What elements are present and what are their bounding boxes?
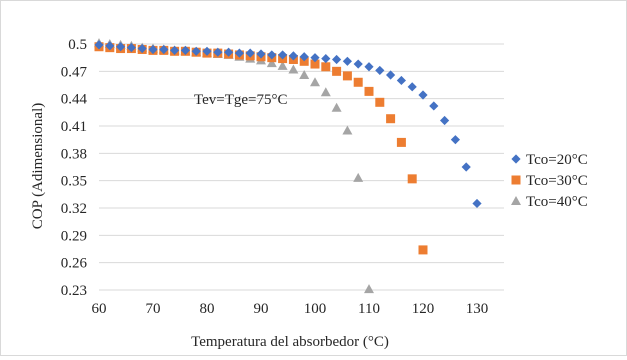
data-point: [364, 62, 374, 72]
data-point: [202, 46, 212, 56]
data-point: [332, 66, 342, 76]
data-point: [159, 44, 169, 55]
legend-marker: [511, 196, 521, 205]
data-point: [407, 82, 417, 92]
x-tick-label: 70: [146, 301, 161, 317]
data-point: [245, 48, 255, 58]
data-point: [450, 135, 460, 145]
x-tick-label: 80: [200, 301, 215, 317]
data-point: [472, 198, 482, 209]
data-point: [310, 59, 320, 69]
legend-label: Tco=20°C: [526, 152, 588, 168]
legend-label: Tco=30°C: [526, 173, 588, 189]
y-tick-label: 0.5: [68, 37, 87, 53]
data-point: [148, 44, 158, 55]
data-point: [418, 90, 428, 100]
data-point: [386, 114, 396, 124]
y-tick-label: 0.35: [61, 174, 87, 190]
data-point: [266, 58, 277, 68]
legend-marker: [511, 175, 521, 185]
data-point: [267, 50, 277, 60]
data-point: [342, 56, 352, 66]
data-point: [353, 172, 364, 182]
data-point: [375, 65, 385, 76]
gridlines: [99, 43, 504, 291]
x-tick-labels: 60 70 80 90 100 110 120 130: [92, 301, 489, 317]
x-tick-label: 100: [304, 301, 327, 317]
data-point: [288, 64, 299, 74]
x-axis-title: Temperatura del absorbedor (°C): [191, 334, 389, 350]
data-point: [321, 53, 331, 64]
series-diamond: [94, 40, 482, 209]
data-point: [429, 101, 439, 111]
y-tick-label: 0.23: [61, 283, 87, 299]
y-tick-label: 0.38: [61, 146, 87, 162]
data-point: [170, 45, 180, 55]
x-tick-label: 120: [412, 301, 435, 317]
data-point: [364, 86, 374, 96]
data-point: [386, 70, 396, 80]
data-point: [299, 52, 309, 62]
data-point: [342, 71, 352, 81]
x-tick-label: 60: [92, 301, 107, 317]
data-point: [126, 43, 136, 53]
data-point: [396, 75, 406, 86]
data-point: [299, 69, 310, 79]
data-point: [288, 51, 298, 61]
data-point: [94, 40, 104, 50]
series-triangle: [94, 38, 374, 294]
data-point: [364, 284, 374, 294]
y-tick-label: 0.29: [61, 228, 87, 244]
legend-label: Tco=40°C: [526, 194, 588, 210]
data-point: [310, 77, 320, 87]
data-point: [180, 45, 190, 55]
data-point: [256, 49, 266, 59]
data-point: [321, 62, 331, 72]
y-tick-label: 0.41: [61, 119, 87, 135]
data-point: [375, 97, 385, 107]
data-point: [440, 115, 450, 126]
data-point: [418, 245, 428, 255]
data-series: [94, 38, 482, 294]
data-point: [191, 46, 201, 56]
y-tick-label: 0.47: [61, 64, 88, 80]
legend: Tco=20°C Tco=30°C Tco=40°C: [511, 152, 588, 210]
data-point: [342, 125, 353, 135]
series-square: [94, 42, 428, 255]
x-tick-label: 90: [254, 301, 269, 317]
data-point: [310, 53, 320, 63]
data-point: [105, 41, 115, 51]
legend-marker: [511, 154, 521, 164]
y-tick-label: 0.32: [61, 201, 87, 217]
data-point: [137, 43, 147, 54]
data-point: [396, 137, 406, 147]
y-tick-label: 0.26: [61, 256, 88, 272]
data-point: [277, 60, 288, 70]
x-tick-label: 130: [466, 301, 489, 317]
y-tick-labels: 0.5 0.47 0.44 0.41 0.38 0.35 0.32 0.29 0.26 0.23: [61, 37, 88, 299]
data-point: [320, 87, 331, 97]
chart-annotation: Tev=Tge=75°C: [194, 92, 288, 108]
y-axis-title: COP (Adimensional): [30, 103, 46, 230]
data-point: [116, 42, 126, 52]
data-point: [331, 102, 342, 112]
data-point: [278, 50, 288, 60]
data-point: [407, 174, 417, 184]
data-point: [353, 59, 363, 69]
data-point: [353, 77, 363, 87]
data-point: [213, 47, 223, 57]
x-tick-label: 110: [358, 301, 380, 317]
data-point: [332, 54, 342, 65]
data-point: [461, 162, 471, 172]
y-tick-label: 0.44: [61, 92, 88, 108]
data-point: [234, 48, 244, 58]
data-point: [224, 47, 234, 57]
